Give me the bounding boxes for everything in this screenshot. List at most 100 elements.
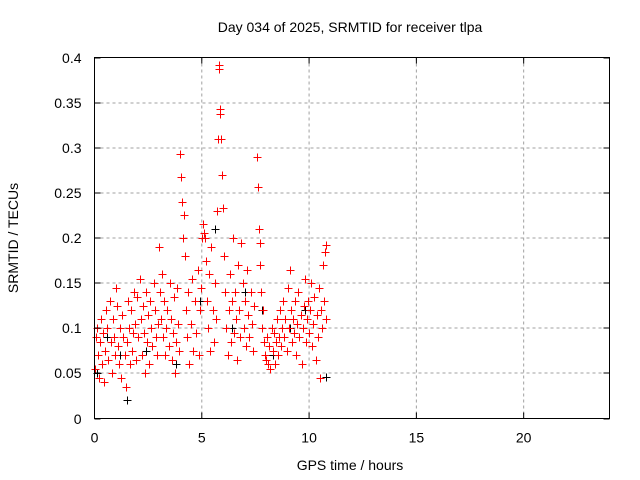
data-point <box>301 275 310 284</box>
data-point <box>249 347 258 356</box>
data-point <box>203 297 212 306</box>
data-point <box>136 275 145 284</box>
data-point <box>268 324 277 333</box>
data-point <box>159 333 168 342</box>
data-point <box>156 288 165 297</box>
data-point <box>278 324 287 333</box>
data-point <box>271 360 280 369</box>
data-point <box>100 378 109 387</box>
y-tick-label: 0.3 <box>62 140 82 156</box>
data-point <box>148 342 157 351</box>
data-point <box>306 306 315 315</box>
y-tick-label: 0.1 <box>62 320 82 336</box>
data-point <box>142 288 151 297</box>
data-point <box>288 338 297 347</box>
data-point <box>121 351 130 360</box>
data-point <box>158 270 167 279</box>
data-point <box>150 279 159 288</box>
data-point <box>235 306 244 315</box>
data-point <box>285 324 294 333</box>
data-point <box>248 320 257 329</box>
data-point <box>107 338 116 347</box>
data-point <box>286 266 295 275</box>
data-point <box>110 333 119 342</box>
data-point <box>103 333 112 342</box>
data-point <box>217 135 226 144</box>
data-point <box>123 396 132 405</box>
y-axis-label: SRMTID / TECUs <box>5 183 21 293</box>
data-point <box>124 297 133 306</box>
data-point <box>314 333 323 342</box>
data-point <box>112 284 121 293</box>
data-point <box>257 288 266 297</box>
data-point <box>160 297 169 306</box>
data-point <box>119 333 128 342</box>
data-point <box>134 333 143 342</box>
data-point <box>292 351 301 360</box>
data-point <box>103 324 112 333</box>
data-point <box>255 225 264 234</box>
data-point <box>132 356 141 365</box>
data-point <box>184 288 193 297</box>
data-point <box>129 329 138 338</box>
data-point <box>211 279 220 288</box>
data-point <box>277 342 286 351</box>
data-point <box>122 383 131 392</box>
data-point <box>187 320 196 329</box>
data-point <box>102 306 111 315</box>
data-point <box>175 347 184 356</box>
data-point <box>195 351 204 360</box>
data-point <box>213 207 222 216</box>
data-point <box>202 257 211 266</box>
data-point <box>308 342 317 351</box>
data-point <box>243 266 252 275</box>
data-point <box>101 347 110 356</box>
data-point <box>259 306 268 315</box>
data-point <box>270 329 279 338</box>
data-point <box>293 320 302 329</box>
data-point <box>228 297 237 306</box>
data-point <box>317 306 326 315</box>
data-point <box>215 65 224 74</box>
grid <box>94 57 610 419</box>
data-point <box>211 225 220 234</box>
data-point <box>253 153 262 162</box>
data-point <box>104 356 113 365</box>
data-point <box>222 324 231 333</box>
data-point <box>284 284 293 293</box>
data-point <box>239 279 248 288</box>
chart-title: Day 034 of 2025, SRMTID for receiver tlp… <box>218 19 483 35</box>
data-point <box>236 333 245 342</box>
data-point <box>307 279 316 288</box>
data-point <box>162 324 171 333</box>
data-point <box>114 342 123 351</box>
data-point <box>272 338 281 347</box>
data-point <box>131 320 140 329</box>
data-point <box>128 347 137 356</box>
data-point <box>137 315 146 324</box>
data-point <box>294 288 303 297</box>
data-point <box>166 279 175 288</box>
data-point <box>302 338 311 347</box>
data-point <box>133 293 142 302</box>
y-tick-label: 0 <box>74 411 82 427</box>
data-point <box>322 373 331 382</box>
data-point <box>192 329 201 338</box>
series-black <box>93 225 331 405</box>
data-point <box>304 297 313 306</box>
data-point <box>115 360 124 369</box>
data-point <box>161 351 170 360</box>
data-point <box>231 288 240 297</box>
data-point <box>315 284 324 293</box>
y-tick-label: 0.15 <box>54 275 81 291</box>
data-point <box>145 360 154 369</box>
data-point <box>232 315 241 324</box>
data-point <box>273 315 282 324</box>
data-point <box>281 315 290 324</box>
data-point <box>181 252 190 261</box>
data-point <box>96 338 105 347</box>
data-point <box>183 333 192 342</box>
data-point <box>320 297 329 306</box>
data-point <box>260 338 269 347</box>
data-point <box>154 320 163 329</box>
